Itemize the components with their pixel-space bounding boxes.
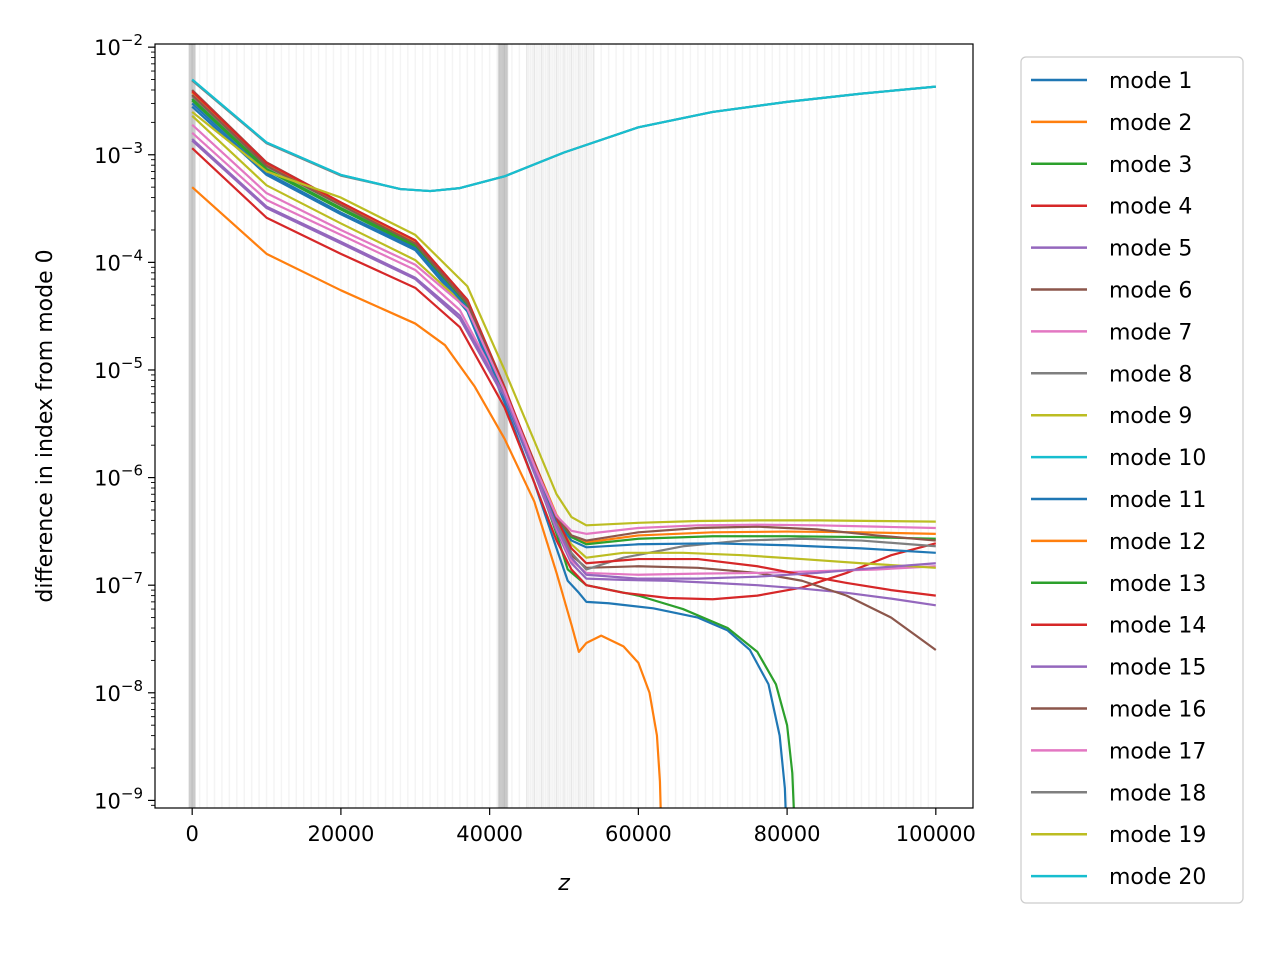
legend-label: mode 4 <box>1109 195 1192 220</box>
x-tick-label: 0 <box>185 822 198 846</box>
series-line-mode-15 <box>191 138 936 580</box>
series-line-mode-1 <box>191 105 787 808</box>
y-axis-label: difference in index from mode 0 <box>33 249 58 602</box>
legend-label: mode 8 <box>1109 362 1192 387</box>
legend-label: mode 13 <box>1109 572 1206 597</box>
legend-label: mode 15 <box>1109 656 1206 681</box>
series-line-mode-5 <box>191 139 936 607</box>
y-tick-label: 10−6 <box>94 462 143 491</box>
legend-label: mode 1 <box>1109 69 1192 94</box>
y-tick-label: 10−4 <box>94 246 143 275</box>
legend-label: mode 10 <box>1109 446 1206 471</box>
x-tick-label: 80000 <box>754 822 821 846</box>
y-tick-label: 10−8 <box>94 677 143 706</box>
x-tick-label: 40000 <box>456 822 523 846</box>
legend-box <box>1020 56 1244 904</box>
x-axis: 0 20000 40000 60000 80000 100000 <box>185 808 976 846</box>
legend-label: mode 6 <box>1109 279 1192 304</box>
legend-label: mode 17 <box>1109 739 1206 764</box>
x-tick-label: 20000 <box>308 822 375 846</box>
series-line-mode-4 <box>191 147 937 601</box>
legend-label: mode 18 <box>1109 781 1206 806</box>
y-tick-label: 10−5 <box>94 354 143 383</box>
legend-label: mode 9 <box>1109 404 1192 429</box>
series-line-mode-17 <box>191 123 936 535</box>
series-line-mode-3 <box>191 99 795 808</box>
legend-label: mode 5 <box>1109 237 1192 262</box>
legend-label: mode 7 <box>1109 320 1192 345</box>
legend-label: mode 20 <box>1109 865 1206 890</box>
series-line-mode-19 <box>191 111 936 527</box>
y-axis: 10−9 10−8 10−7 10−6 10−5 10−4 10−3 10−2 <box>94 31 155 813</box>
y-tick-label: 10−7 <box>94 569 143 598</box>
y-tick-label: 10−3 <box>94 139 143 168</box>
vertical-bands <box>188 44 937 808</box>
legend-label: mode 19 <box>1109 823 1206 848</box>
x-tick-label: 60000 <box>605 822 672 846</box>
legend-label: mode 2 <box>1109 111 1192 136</box>
legend: mode 1 mode 2 mode 3 mode 4 mode 5 mode 6 mode… <box>1020 56 1244 904</box>
x-axis-label: z <box>557 871 570 896</box>
series-lines <box>191 78 937 808</box>
series-line-mode-20 <box>191 78 936 193</box>
y-tick-label: 10−2 <box>94 31 143 60</box>
legend-label: mode 16 <box>1109 698 1206 723</box>
legend-label: mode 11 <box>1109 488 1206 513</box>
series-line-mode-14 <box>191 90 936 597</box>
legend-label: mode 12 <box>1109 530 1206 555</box>
x-tick-label: 100000 <box>896 822 976 846</box>
legend-label: mode 3 <box>1109 153 1192 178</box>
series-line-mode-2 <box>191 186 662 808</box>
series-line-mode-16 <box>191 94 936 542</box>
legend-label: mode 14 <box>1109 614 1206 639</box>
y-tick-label: 10−9 <box>94 784 143 813</box>
